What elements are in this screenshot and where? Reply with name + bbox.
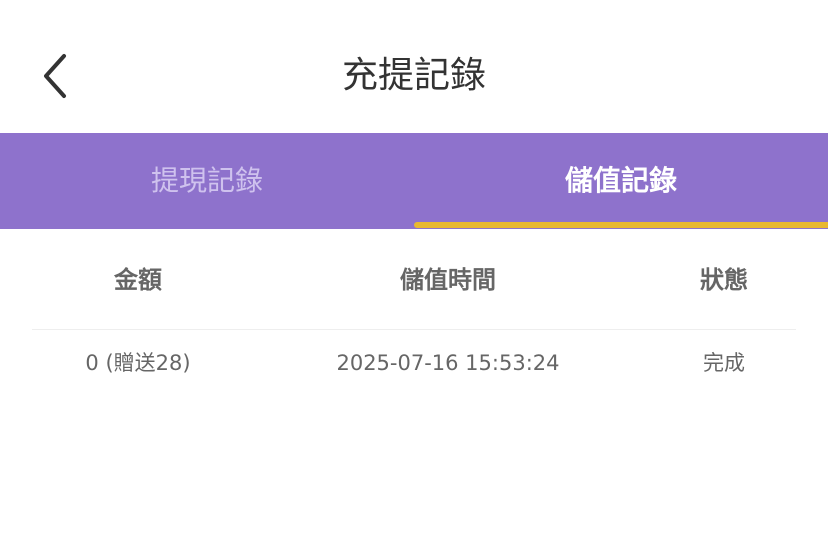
page-title: 充提記錄	[341, 55, 486, 96]
tab-deposit-records[interactable]: 儲值記錄	[564, 164, 677, 197]
back-button[interactable]	[38, 52, 74, 100]
column-deposit-time: 儲值時間	[400, 266, 496, 294]
table-row: 0 (贈送28) 2025-07-16 15:53:24 完成	[0, 338, 828, 388]
cell-amount: 0 (贈送28)	[85, 351, 191, 375]
cell-deposit-time: 2025-07-16 15:53:24	[336, 351, 560, 375]
tab-bar: 提現記錄 儲值記錄	[0, 133, 828, 229]
table-header: 金額 儲值時間 狀態	[0, 250, 828, 310]
cell-status: 完成	[703, 351, 745, 375]
chevron-left-icon	[44, 54, 66, 98]
active-tab-indicator	[414, 222, 828, 228]
divider	[32, 329, 796, 330]
tab-withdraw-records[interactable]: 提現記錄	[150, 164, 263, 197]
column-amount: 金額	[114, 266, 162, 294]
column-status: 狀態	[700, 266, 748, 294]
header: 充提記錄	[0, 0, 828, 133]
